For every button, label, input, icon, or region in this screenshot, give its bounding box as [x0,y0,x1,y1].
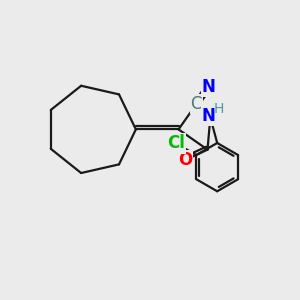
Text: N: N [202,107,216,125]
Text: O: O [178,151,192,169]
Text: C: C [190,95,202,113]
Text: H: H [213,102,224,116]
Text: Cl: Cl [167,134,185,152]
Text: N: N [202,78,215,96]
